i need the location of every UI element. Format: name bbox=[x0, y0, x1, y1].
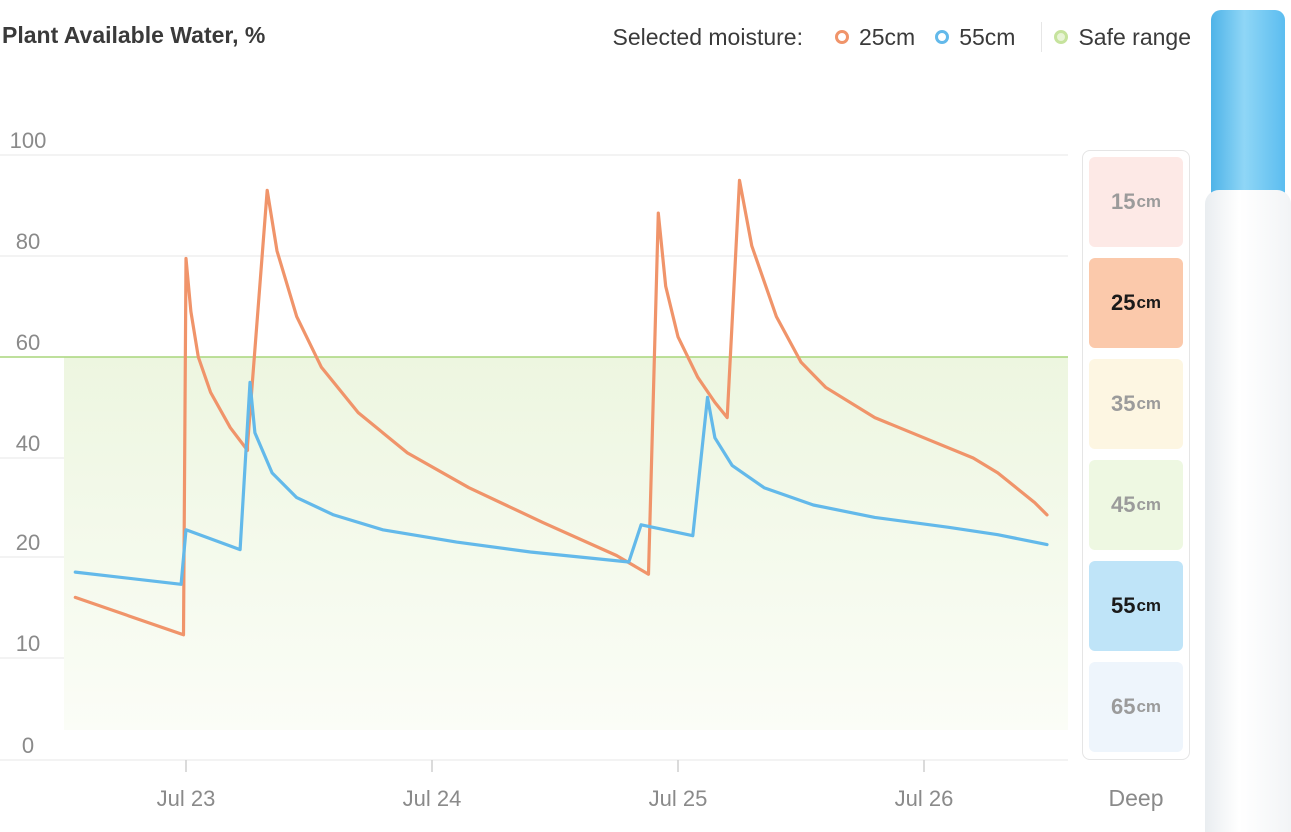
depth-unit: cm bbox=[1136, 596, 1162, 615]
legend-item-55cm[interactable]: 55cm bbox=[935, 24, 1015, 51]
depth-unit: cm bbox=[1136, 293, 1162, 312]
x-tick-label: Jul 26 bbox=[895, 786, 954, 811]
x-tick-label: Jul 25 bbox=[649, 786, 708, 811]
depth-cell-45cm[interactable]: 45 cm bbox=[1089, 460, 1183, 550]
depth-unit: cm bbox=[1136, 394, 1162, 413]
depth-cell-35cm[interactable]: 35 cm bbox=[1089, 359, 1183, 449]
depth-value: 35 bbox=[1110, 391, 1136, 416]
x-tick-label: Jul 23 bbox=[157, 786, 216, 811]
deep-label: Deep bbox=[1108, 785, 1164, 811]
safe-range-band bbox=[64, 357, 1068, 730]
soil-probe-icon bbox=[1205, 10, 1291, 832]
depth-value: 15 bbox=[1110, 189, 1136, 214]
y-tick-label: 60 bbox=[16, 330, 40, 355]
legend-dot-safe-range-icon bbox=[1054, 30, 1069, 44]
depth-unit: cm bbox=[1136, 495, 1162, 514]
legend-label-25cm: 25cm bbox=[858, 23, 916, 50]
depth-value: 65 bbox=[1110, 694, 1136, 719]
depth-cell-25cm[interactable]: 25 cm bbox=[1089, 258, 1183, 348]
legend-item-safe-range[interactable]: Safe range bbox=[1054, 24, 1191, 51]
y-tick-label: 10 bbox=[16, 631, 40, 656]
probe-cap bbox=[1211, 10, 1285, 200]
depth-value: 55 bbox=[1110, 593, 1136, 618]
y-tick-label: 20 bbox=[16, 530, 40, 555]
probe-body bbox=[1205, 190, 1291, 832]
legend-dot-25cm-icon bbox=[834, 30, 849, 44]
depth-cell-15cm[interactable]: 15 cm bbox=[1089, 157, 1183, 247]
legend-label-safe-range: Safe range bbox=[1078, 23, 1191, 50]
depth-unit: cm bbox=[1136, 697, 1162, 716]
y-tick-label: 0 bbox=[22, 733, 34, 758]
depth-cell-65cm[interactable]: 65 cm bbox=[1089, 662, 1183, 752]
depth-panel: 15 cm 25 cm 35 cm 45 cm 55 cm 65 cm bbox=[1082, 150, 1190, 760]
depth-value: 25 bbox=[1110, 290, 1136, 315]
y-tick-label: 80 bbox=[16, 229, 40, 254]
series-line-25cm bbox=[73, 178, 1049, 637]
depth-unit: cm bbox=[1136, 192, 1162, 211]
x-tick-label: Jul 24 bbox=[403, 786, 462, 811]
legend-prefix: Selected moisture: bbox=[612, 23, 803, 50]
y-tick-label: 40 bbox=[16, 431, 40, 456]
legend-item-25cm[interactable]: 25cm bbox=[834, 23, 916, 51]
depth-cell-55cm[interactable]: 55 cm bbox=[1089, 561, 1183, 651]
legend-divider bbox=[1041, 22, 1043, 52]
legend-label-55cm: 55cm bbox=[959, 23, 1016, 50]
chart-title: Plant Available Water, % bbox=[2, 22, 266, 48]
legend-dot-55cm-icon bbox=[935, 30, 950, 44]
depth-value: 45 bbox=[1110, 492, 1136, 517]
legend: Selected moisture: 25cm 55cm Safe range bbox=[612, 22, 1191, 52]
y-tick-label: 100 bbox=[10, 128, 47, 153]
series-line-55cm bbox=[73, 380, 1049, 586]
